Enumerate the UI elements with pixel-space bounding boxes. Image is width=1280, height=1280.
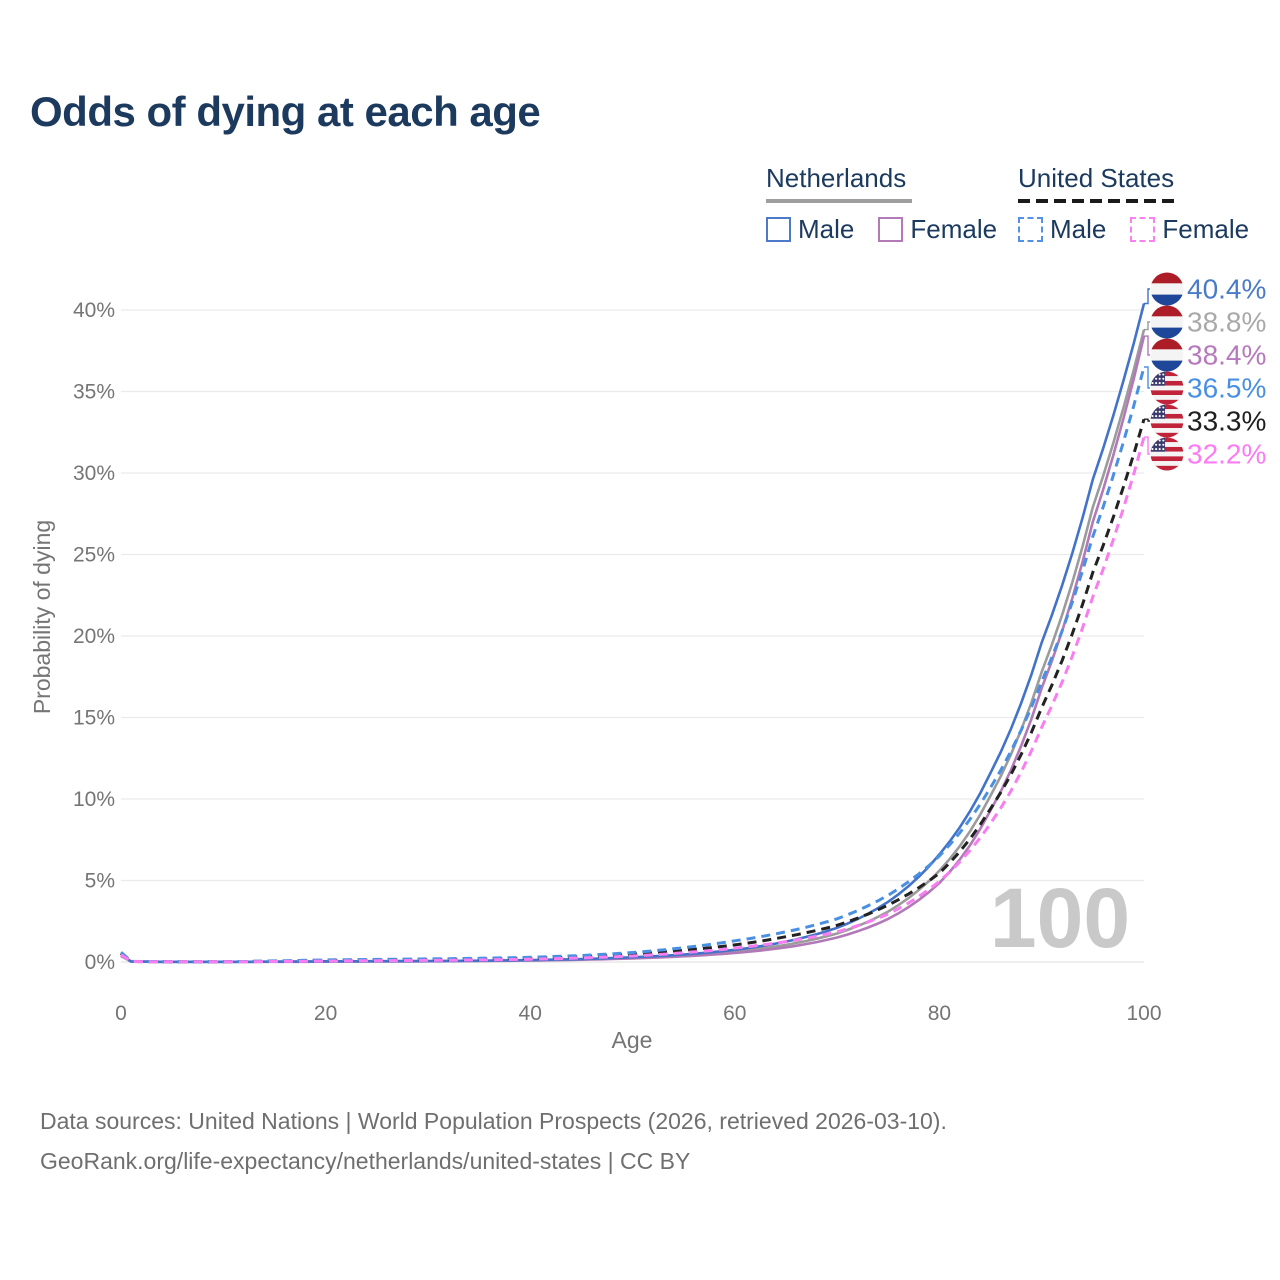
legend-swatch-dashed-female: [1130, 217, 1156, 242]
legend-swatch-solid-male: [766, 217, 791, 242]
united-states-flag-icon: [1150, 371, 1184, 405]
y-tick-label: 30%: [73, 462, 115, 485]
series-line-netherlands-both-sexes[interactable]: [120, 329, 1146, 964]
hover-age-watermark: 100: [990, 871, 1130, 965]
legend-country-united-states[interactable]: United States: [1018, 163, 1175, 193]
end-value-label-netherlands-both-sexes[interactable]: 38.8%: [1187, 307, 1266, 338]
y-axis-title: Probability of dying: [29, 520, 55, 714]
netherlands-flag-icon: [1150, 305, 1184, 339]
x-tick-label: 60: [723, 1002, 746, 1025]
end-value-label-united-states-both-sexes[interactable]: 33.3%: [1187, 406, 1266, 437]
y-tick-label: 0%: [85, 951, 115, 974]
y-tick-label: 35%: [73, 381, 115, 404]
attribution-link-text[interactable]: GeoRank.org/life-expectancy/netherlands/…: [40, 1148, 691, 1174]
legend-swatch-solid-female: [878, 217, 904, 242]
x-tick-label: 0: [115, 1002, 127, 1025]
end-label-leader: [1144, 321, 1150, 331]
y-tick-label: 20%: [73, 625, 115, 648]
legend-item-netherlands-female[interactable]: Female: [878, 214, 997, 245]
legend-item-label: Female: [1162, 214, 1250, 244]
legend-group-united-states: United States Male Female: [1018, 163, 1249, 245]
legend-item-label: Male: [1050, 214, 1107, 244]
end-label-leader: [1144, 288, 1150, 305]
legend-item-netherlands-male[interactable]: Male: [766, 214, 854, 245]
x-tick-label: 40: [519, 1002, 542, 1025]
netherlands-flag-icon: [1150, 272, 1184, 306]
page-title: Odds of dying at each age: [30, 88, 541, 135]
end-value-label-united-states-male[interactable]: 36.5%: [1187, 373, 1266, 404]
y-tick-label: 15%: [73, 707, 115, 730]
end-value-label-netherlands-male[interactable]: 40.4%: [1187, 274, 1266, 305]
legend-line-sample-netherlands: [766, 199, 912, 203]
legend-country-netherlands[interactable]: Netherlands: [766, 163, 907, 193]
y-tick-label: 25%: [73, 544, 115, 567]
end-label-leader: [1144, 436, 1150, 455]
legend-item-united-states-male[interactable]: Male: [1018, 214, 1106, 245]
series-line-netherlands-female[interactable]: [120, 335, 1146, 964]
netherlands-flag-icon: [1150, 338, 1184, 372]
legend-item-united-states-female[interactable]: Female: [1130, 214, 1249, 245]
y-tick-label: 10%: [73, 788, 115, 811]
legend-item-label: Female: [910, 214, 998, 244]
y-tick-label: 5%: [85, 870, 115, 893]
data-sources-text: Data sources: United Nations | World Pop…: [40, 1108, 947, 1134]
end-label-leader: [1144, 335, 1150, 356]
legend-line-sample-united-states: [1018, 199, 1176, 203]
end-value-label-netherlands-female[interactable]: 38.4%: [1187, 340, 1266, 371]
legend-swatch-dashed-male: [1018, 217, 1043, 242]
x-tick-label: 20: [314, 1002, 337, 1025]
end-label-leader: [1144, 418, 1150, 422]
legend-item-label: Male: [798, 214, 855, 244]
united-states-flag-icon: [1150, 437, 1184, 471]
series-line-netherlands-male[interactable]: [120, 303, 1146, 964]
end-value-label-united-states-female[interactable]: 32.2%: [1187, 439, 1266, 470]
legend-group-netherlands: Netherlands Male Female: [766, 163, 997, 245]
y-tick-label: 40%: [73, 299, 115, 322]
series-line-united-states-female[interactable]: [120, 436, 1146, 964]
x-tick-label: 100: [1126, 1002, 1161, 1025]
united-states-flag-icon: [1150, 404, 1184, 438]
x-tick-label: 80: [928, 1002, 951, 1025]
end-label-leader: [1144, 366, 1150, 389]
x-axis-title: Age: [612, 1027, 653, 1053]
